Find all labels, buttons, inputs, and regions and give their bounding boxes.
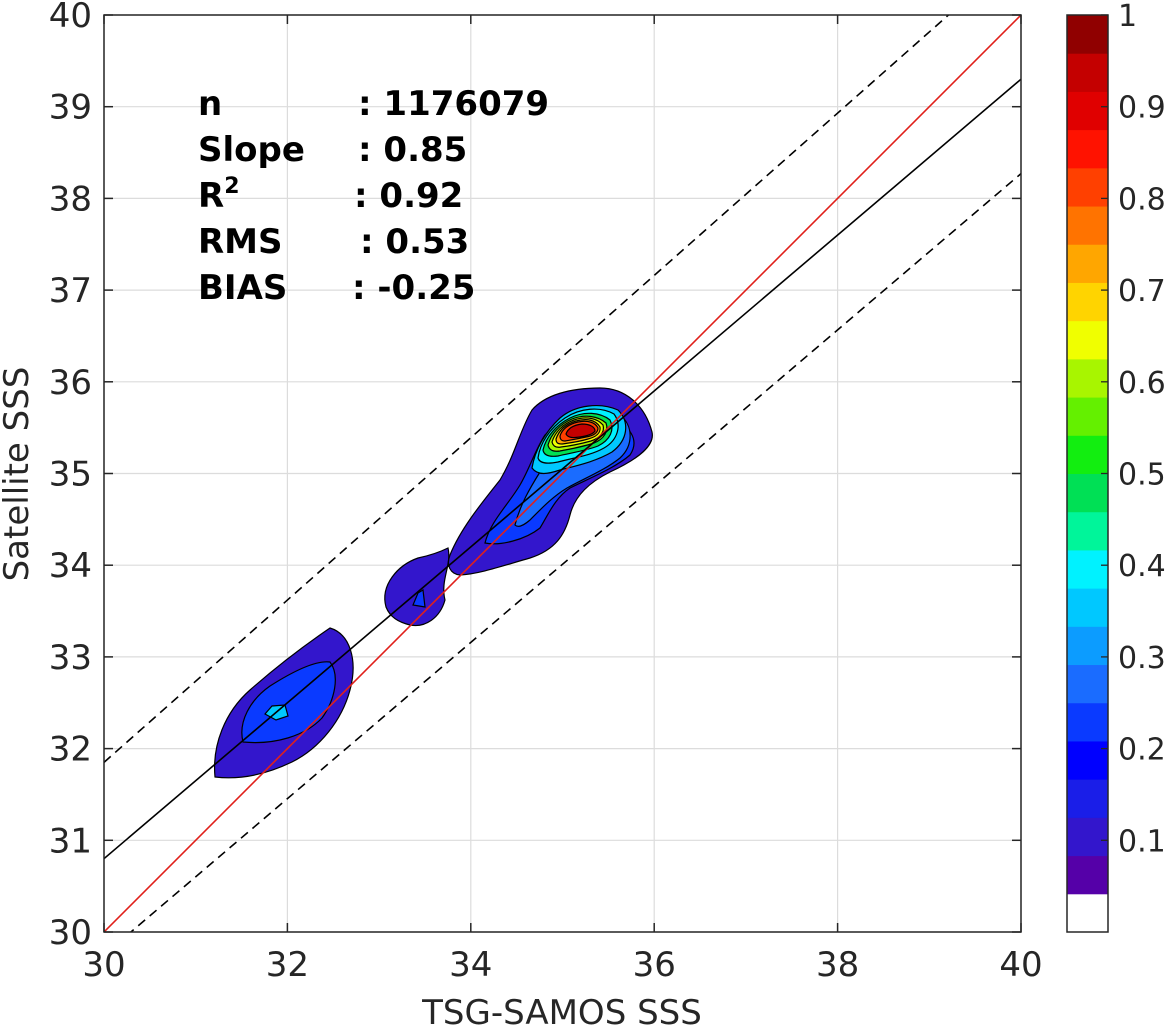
colorbar-segment	[1067, 511, 1108, 551]
colorbar-segment	[1067, 397, 1108, 436]
colorbar-segment	[1067, 53, 1108, 92]
colorbar-segment	[1067, 15, 1108, 54]
y-tick-label: 34	[49, 546, 92, 586]
x-tick-label: 38	[816, 945, 859, 985]
y-tick-label: 32	[49, 730, 92, 770]
colorbar-segment	[1067, 206, 1108, 245]
colorbar-segment	[1067, 893, 1108, 933]
contour-cluster-2-level-1	[384, 547, 450, 627]
y-tick-label: 30	[49, 913, 92, 953]
density-contours	[213, 387, 653, 779]
colorbar-segment	[1067, 664, 1108, 704]
lower-bound-line	[129, 173, 1021, 932]
colorbar-segment	[1067, 282, 1108, 322]
stat-label: n	[198, 84, 222, 124]
colorbar-segment	[1067, 817, 1108, 857]
colorbar-segment	[1067, 855, 1108, 895]
upper-bound-line	[104, 15, 950, 763]
colorbar-segment	[1067, 779, 1108, 818]
stat-label: Slope	[198, 130, 305, 170]
y-tick-label: 39	[49, 88, 92, 128]
y-tick-label: 40	[49, 0, 92, 36]
colorbar-tick-label: 0.7	[1118, 274, 1166, 309]
stat-value: : 0.85	[358, 130, 467, 170]
colorbar-tick-label: 0.8	[1118, 182, 1166, 217]
colorbar-segment	[1067, 740, 1108, 780]
colorbar-segment	[1067, 129, 1108, 169]
reference-lines	[104, 15, 1021, 932]
colorbar-tick-label: 0.3	[1118, 641, 1166, 676]
x-tick-label: 34	[449, 945, 492, 985]
colorbar-segment	[1067, 626, 1108, 666]
colorbar-tick-label: 1	[1118, 0, 1137, 34]
y-tick-label: 31	[49, 821, 92, 861]
y-tick-label: 38	[49, 179, 92, 219]
colorbar-tick-label: 0.2	[1118, 733, 1166, 768]
y-tick-label: 37	[49, 271, 92, 311]
colorbar-segment	[1067, 473, 1108, 513]
contour-cluster-2-level-2	[412, 589, 426, 608]
colorbar-segment	[1067, 358, 1108, 398]
colorbar-segment	[1067, 588, 1108, 627]
colorbar-tick-label: 0.4	[1118, 549, 1166, 584]
colorbar-segment	[1067, 167, 1108, 207]
stat-value: : 1176079	[358, 84, 549, 124]
identity-line	[104, 15, 1021, 932]
contour-cluster-3-level-11	[565, 423, 596, 439]
x-tick-label: 30	[82, 945, 125, 985]
y-tick-label: 35	[49, 455, 92, 495]
colorbar-tick-label: 0.6	[1118, 366, 1166, 401]
stat-label: BIAS	[198, 268, 287, 308]
stats-annotation: n : 1176079 Slope : 0.85 R2 : 0.92 RMS : 0.53 BI…	[198, 84, 549, 308]
colorbar: 0.1 0.2 0.3 0.4 0.5 0.6 0.7 0.8 0.9 1	[1066, 0, 1166, 933]
y-tick-label: 33	[49, 638, 92, 678]
axes: 30 32 34 36 38 40 30 31 32 33 34 35 36 37 38 39 40	[49, 0, 1043, 985]
stat-value: : -0.25	[352, 268, 475, 308]
stat-value: : 0.53	[360, 222, 469, 262]
colorbar-segment	[1067, 435, 1108, 474]
colorbar-tick-label: 0.1	[1118, 824, 1166, 859]
colorbar-segment	[1067, 244, 1108, 283]
colorbar-segment	[1067, 549, 1108, 589]
colorbar-segment	[1067, 702, 1108, 742]
stat-value: : 0.92	[354, 176, 463, 216]
y-tick-label: 36	[49, 363, 92, 403]
x-tick-label: 40	[999, 945, 1042, 985]
stat-label: R2	[198, 174, 240, 216]
y-axis-label: Satellite SSS	[0, 367, 37, 582]
fit-line	[104, 78, 1021, 860]
colorbar-segment	[1067, 91, 1108, 131]
x-tick-label: 36	[633, 945, 676, 985]
colorbar-segment	[1067, 320, 1108, 360]
colorbar-tick-label: 0.9	[1118, 91, 1166, 126]
x-axis-label: TSG-SAMOS SSS	[421, 993, 702, 1028]
colorbar-tick-label: 0.5	[1118, 458, 1166, 493]
x-tick-label: 32	[266, 945, 309, 985]
stat-label: RMS	[198, 222, 283, 262]
